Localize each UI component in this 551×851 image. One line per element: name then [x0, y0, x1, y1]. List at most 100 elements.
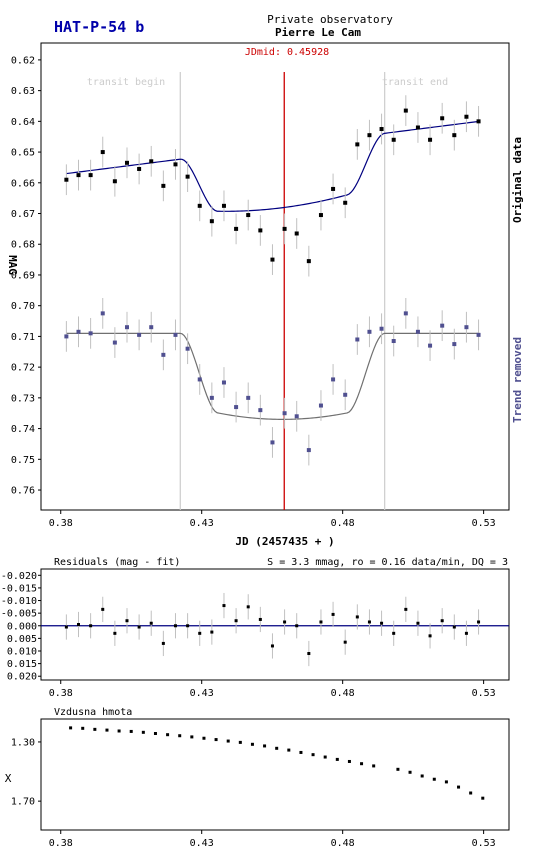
trend-data-point	[403, 311, 408, 316]
residual-point	[161, 641, 165, 645]
original-data-point	[294, 231, 299, 236]
airmass-point	[275, 746, 279, 750]
trend-data-point	[234, 405, 239, 410]
airmass-point	[335, 757, 339, 761]
trend-data-point	[391, 339, 396, 344]
airmass-point	[372, 764, 376, 768]
trend-data-point	[112, 340, 117, 345]
trend-data-point	[440, 323, 445, 328]
main-x-tick-label: 0.48	[331, 518, 355, 529]
residual-point	[186, 624, 190, 628]
transit-end-label: transit end	[382, 77, 448, 88]
original-data-point	[403, 108, 408, 113]
airmass-point	[481, 796, 485, 800]
original-data-point	[185, 174, 190, 179]
residuals-x-tick-label: 0.53	[472, 688, 496, 699]
original-data-point	[88, 173, 93, 178]
airmass-panel	[38, 718, 510, 834]
airmass-point	[457, 785, 461, 789]
residual-point	[464, 631, 468, 635]
trend-data-point	[270, 440, 275, 445]
main-y-tick-label: 0.71	[11, 332, 35, 343]
original-data-point	[173, 162, 178, 167]
residual-point	[343, 640, 347, 644]
residual-point	[416, 621, 420, 625]
original-data-point	[64, 177, 69, 182]
trend-data-point	[100, 311, 105, 316]
trend-data-point	[209, 395, 214, 400]
trend-data-point	[379, 326, 384, 331]
trend-data-point	[476, 332, 481, 337]
original-data-point	[452, 133, 457, 138]
residual-point	[367, 620, 371, 624]
original-data-point	[100, 150, 105, 155]
original-data-point	[331, 186, 336, 191]
airmass-point	[190, 735, 194, 739]
target-title: HAT-P-54 b	[54, 18, 144, 36]
airmass-point	[226, 739, 230, 743]
residuals-panel	[38, 568, 510, 684]
trend-data-point	[318, 403, 323, 408]
original-data-point	[318, 213, 323, 218]
original-data-point	[367, 133, 372, 138]
residual-point	[404, 607, 408, 611]
airmass-x-tick-label: 0.38	[49, 838, 73, 849]
original-data-point	[440, 116, 445, 121]
residual-point	[355, 615, 359, 619]
residual-point	[392, 631, 396, 635]
residual-point	[198, 631, 202, 635]
main-y-tick-label: 0.73	[11, 393, 35, 404]
airmass-point	[81, 726, 85, 730]
residual-point	[258, 617, 262, 621]
airmass-title: Vzdusna hmota	[54, 707, 132, 718]
airmass-point	[360, 762, 364, 766]
trend-data-point	[64, 334, 69, 339]
original-data-point	[476, 119, 481, 124]
main-y-tick-label: 0.75	[11, 455, 35, 466]
original-fit-curve	[66, 120, 480, 212]
original-data-point	[258, 228, 263, 233]
original-data-point	[112, 179, 117, 184]
trend-data-point	[246, 395, 251, 400]
residual-point	[307, 652, 311, 656]
airmass-x-tick-label: 0.43	[190, 838, 214, 849]
airmass-point	[202, 736, 206, 740]
residual-point	[295, 624, 299, 628]
airmass-y-tick-label: 1.70	[11, 797, 35, 808]
main-y-tick-label: 0.68	[11, 240, 35, 251]
trend-data-point	[367, 329, 372, 334]
airmass-point	[93, 727, 97, 731]
main-x-axis-label: JD (2457435 + )	[235, 535, 334, 548]
trend-data-point	[343, 392, 348, 397]
residual-point	[246, 605, 250, 609]
original-data-point	[76, 173, 81, 178]
airmass-point	[299, 750, 303, 754]
original-data-point	[197, 203, 202, 208]
main-y-tick-label: 0.69	[11, 270, 35, 281]
trend-fit-curve	[66, 332, 480, 420]
main-y-tick-label: 0.66	[11, 178, 35, 189]
original-data-point	[379, 127, 384, 132]
residuals-y-tick-label: -0.005	[1, 609, 37, 620]
trend-data-point	[197, 377, 202, 382]
residuals-plot-frame	[40, 568, 510, 681]
airmass-point	[408, 770, 412, 774]
main-x-tick-label: 0.43	[190, 518, 214, 529]
original-data-point	[464, 114, 469, 119]
airmass-point	[469, 791, 473, 795]
residuals-y-tick-label: 0.000	[7, 621, 37, 632]
airmass-y-tick-label: 1.30	[11, 737, 35, 748]
airmass-point	[287, 748, 291, 752]
original-data-point	[282, 226, 287, 231]
original-data-point	[209, 219, 214, 224]
jdmid-label: JDmid: 0.45928	[245, 47, 329, 58]
airmass-point	[117, 729, 121, 733]
residual-point	[101, 607, 105, 611]
trend-data-point	[294, 414, 299, 419]
trend-removed-label: Trend removed	[511, 337, 524, 423]
residuals-y-tick-label: -0.020	[1, 571, 37, 582]
residual-point	[137, 625, 141, 629]
main-y-tick-label: 0.74	[11, 424, 35, 435]
residuals-y-tick-label: 0.020	[7, 672, 37, 683]
residuals-y-tick-label: -0.010	[1, 596, 37, 607]
